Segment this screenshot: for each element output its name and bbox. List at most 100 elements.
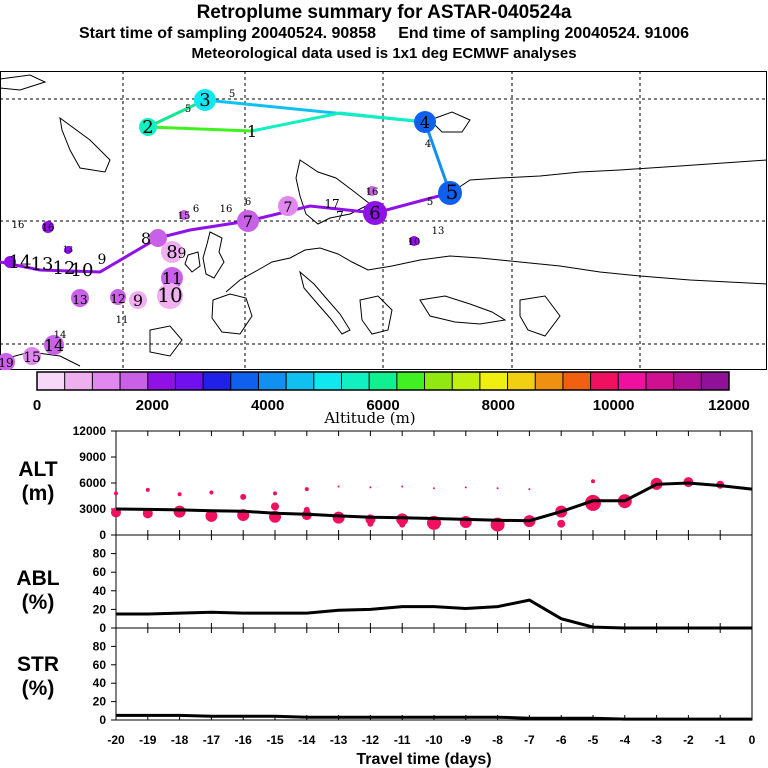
trajectory-path-high	[147, 125, 253, 133]
alt-member-marker	[303, 506, 310, 513]
coastline	[211, 293, 253, 335]
trajectory-marker	[194, 89, 216, 111]
trajectory-label: 16	[366, 187, 379, 198]
trajectory-label: 4	[420, 113, 430, 132]
met-data-note: Meteorological data used is 1x1 deg ECMW…	[191, 45, 577, 62]
alt-member-marker	[369, 486, 372, 489]
alt-member-marker	[496, 487, 499, 490]
alt-member-marker	[114, 491, 118, 496]
alt-member-marker	[304, 487, 309, 492]
trajectory-label: 15	[23, 350, 41, 366]
coastline	[225, 247, 767, 293]
str-panel-ytick-label: 80	[93, 639, 107, 653]
abl-panel-ytick-label: 80	[93, 547, 107, 561]
colorbar-frame	[36, 371, 730, 391]
colorbar-swatch	[175, 372, 204, 390]
colorbar-swatch	[645, 372, 675, 390]
trajectory-marker	[438, 181, 462, 205]
colorbar-swatch	[37, 372, 66, 390]
xtick-label: -5	[588, 733, 599, 747]
str-panel-ylabel-unit: (%)	[22, 677, 55, 700]
trajectory-marker	[367, 186, 377, 196]
trajectory-label: 4	[425, 139, 431, 150]
str-panel-series-line	[116, 713, 752, 721]
coastline	[59, 116, 111, 173]
colorbar-swatch	[618, 372, 647, 390]
trajectory-label: 11	[116, 315, 129, 326]
coastline	[295, 159, 371, 225]
xtick-label: -12	[362, 733, 380, 747]
trajectory-label: 9	[178, 246, 187, 262]
trajectory-label: 8	[141, 229, 151, 248]
trajectory-marker	[409, 236, 419, 246]
trajectory-label: 10	[408, 237, 421, 248]
coastline	[0, 74, 47, 91]
alt-member-marker	[337, 485, 340, 488]
abl-panel-ytick-label: 0	[99, 621, 106, 635]
sampling-times: Start time of sampling 20040524. 90858 E…	[78, 25, 690, 42]
xtick-label: -10	[425, 733, 443, 747]
trajectory-marker	[110, 289, 126, 305]
colorbar-tick-label: 8000	[482, 397, 515, 414]
xtick-label: -7	[524, 733, 535, 747]
trajectory-label: 13	[63, 245, 73, 254]
trajectory-label: 13	[72, 293, 87, 307]
str-panel-ylabel: STR	[17, 653, 59, 676]
alt-member-marker	[271, 502, 279, 511]
alt-member-marker	[585, 494, 601, 511]
trajectory-label: 14	[44, 336, 64, 355]
alt-panel-ytick-label: 0	[99, 528, 106, 542]
alt-member-marker	[591, 479, 595, 484]
colorbar-swatch	[673, 372, 702, 390]
colorbar-title: Altitude (m)	[323, 409, 415, 427]
trajectory-label: 1	[247, 122, 257, 141]
trajectory-label: 13	[31, 254, 54, 275]
trajectory-label: 17	[324, 197, 339, 211]
xtick-label: -16	[235, 733, 253, 747]
trajectory-path-high	[251, 111, 426, 133]
str-panel-ytick-label: 40	[93, 676, 107, 690]
coastline	[429, 111, 471, 133]
colorbar-swatch	[701, 372, 730, 390]
xtick-label: -1	[715, 733, 726, 747]
alt-member-marker	[145, 487, 150, 492]
abl-panel-ylabel: ABL	[16, 567, 59, 590]
trajectory-marker	[363, 201, 387, 225]
xaxis-title: Travel time (days)	[356, 751, 491, 768]
colorbar-swatch	[286, 372, 315, 390]
trajectory-label: 11	[162, 269, 182, 288]
coastline	[359, 295, 393, 335]
xtick-label: -4	[619, 733, 630, 747]
trajectory-label: 10	[71, 260, 94, 281]
trajectory-label: 12	[110, 292, 125, 306]
colorbar-swatch	[396, 372, 426, 390]
trajectory-label: 19	[0, 356, 14, 370]
coastline	[202, 231, 225, 279]
colorbar-swatch	[313, 372, 342, 390]
trajectory-marker	[64, 246, 72, 254]
xtick-label: -20	[107, 733, 125, 747]
xtick-label: -2	[683, 733, 694, 747]
coastline	[419, 295, 507, 325]
coastline	[0, 351, 81, 367]
trajectory-label: 14	[54, 330, 67, 341]
map-layer	[0, 71, 767, 370]
trajectory-label: 6	[369, 203, 380, 224]
str-panel-ytick-label: 20	[93, 695, 107, 709]
xtick-label: -8	[492, 733, 503, 747]
alt-member-marker	[240, 493, 247, 500]
coastline	[299, 270, 351, 335]
trajectory-label: 16	[12, 220, 25, 231]
colorbar-swatch	[369, 372, 398, 390]
colorbar-swatch	[562, 372, 592, 390]
trajectory-label: 16	[42, 223, 55, 234]
colorbar-swatch	[147, 372, 176, 390]
alt-panel-ytick-label: 6000	[79, 476, 106, 490]
colorbar-swatch	[203, 372, 232, 390]
alt-member-marker	[528, 488, 531, 491]
trajectory-label: 8	[166, 242, 177, 263]
colorbar-tick-label: 2000	[136, 397, 169, 414]
trajectory-label: 9	[98, 252, 107, 268]
colorbar-swatch	[258, 372, 287, 390]
